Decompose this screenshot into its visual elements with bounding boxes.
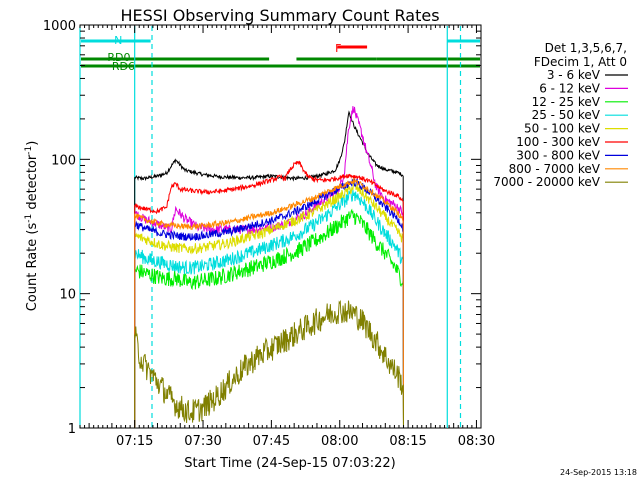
y-tick-label: 1	[68, 422, 76, 437]
legend-label: 6 - 12 keV	[539, 81, 601, 95]
series-line-2	[134, 208, 404, 429]
series-line-7	[134, 178, 404, 429]
footer-timestamp: 24-Sep-2015 13:18	[560, 468, 637, 477]
x-tick-label: 08:00	[321, 434, 358, 449]
legend-label: 3 - 6 keV	[547, 68, 601, 82]
y-axis-label-end: )	[25, 141, 40, 146]
series-line-3	[134, 188, 404, 429]
axis-layer: 07:15 07:30 07:45 08:00 08:15 08:30 1 10 100 1000	[43, 19, 495, 449]
x-axis-label: Start Time (24-Sep-15 07:03:22)	[184, 456, 395, 471]
x-tick-label: 07:30	[184, 434, 221, 449]
series-line-0	[134, 110, 404, 429]
series-line-8	[134, 299, 404, 429]
y-axis-label: Count Rate (s-1 detector-1)	[24, 141, 40, 312]
legend-label: 12 - 25 keV	[532, 95, 601, 109]
legend-label: 100 - 300 keV	[516, 135, 600, 149]
legend-header-2: FDecim 1, Att 0	[534, 55, 627, 69]
series-layer	[134, 106, 404, 429]
flag-label-rd6: RD6	[112, 60, 135, 73]
y-tick-label: 100	[51, 153, 76, 168]
legend-label: 7000 - 20000 keV	[493, 175, 600, 189]
legend-label: 800 - 7000 keV	[509, 162, 601, 176]
x-tick-label: 07:45	[253, 434, 290, 449]
series-line-5	[134, 160, 404, 429]
x-tick-label: 08:30	[458, 434, 495, 449]
x-tick-label: 08:15	[389, 434, 426, 449]
y-tick-label: 1000	[43, 19, 76, 34]
legend-label: 25 - 50 keV	[532, 108, 601, 122]
y-axis-label-main: Count Rate (s	[25, 223, 40, 312]
y-tick-label: 10	[59, 288, 76, 303]
series-line-6	[134, 178, 404, 429]
y-axis-label-sup1: -1	[24, 214, 34, 223]
chart-title: HESSI Observing Summary Count Rates	[120, 6, 439, 25]
legend-header-1: Det 1,3,5,6,7,	[545, 41, 627, 55]
flag-label-f: F	[335, 42, 341, 55]
x-tick-label: 07:15	[116, 434, 153, 449]
y-axis-label-mid: detector	[25, 154, 40, 214]
series-line-4	[134, 182, 404, 429]
flag-label-n: N	[114, 34, 122, 47]
flag-label-rd0: RD0	[107, 51, 130, 64]
legend-label: 50 - 100 keV	[524, 122, 601, 136]
y-axis-label-sup2: -1	[24, 146, 34, 155]
legend: Det 1,3,5,6,7, FDecim 1, Att 0 3 - 6 keV…	[493, 41, 628, 189]
legend-label: 300 - 800 keV	[516, 148, 600, 162]
